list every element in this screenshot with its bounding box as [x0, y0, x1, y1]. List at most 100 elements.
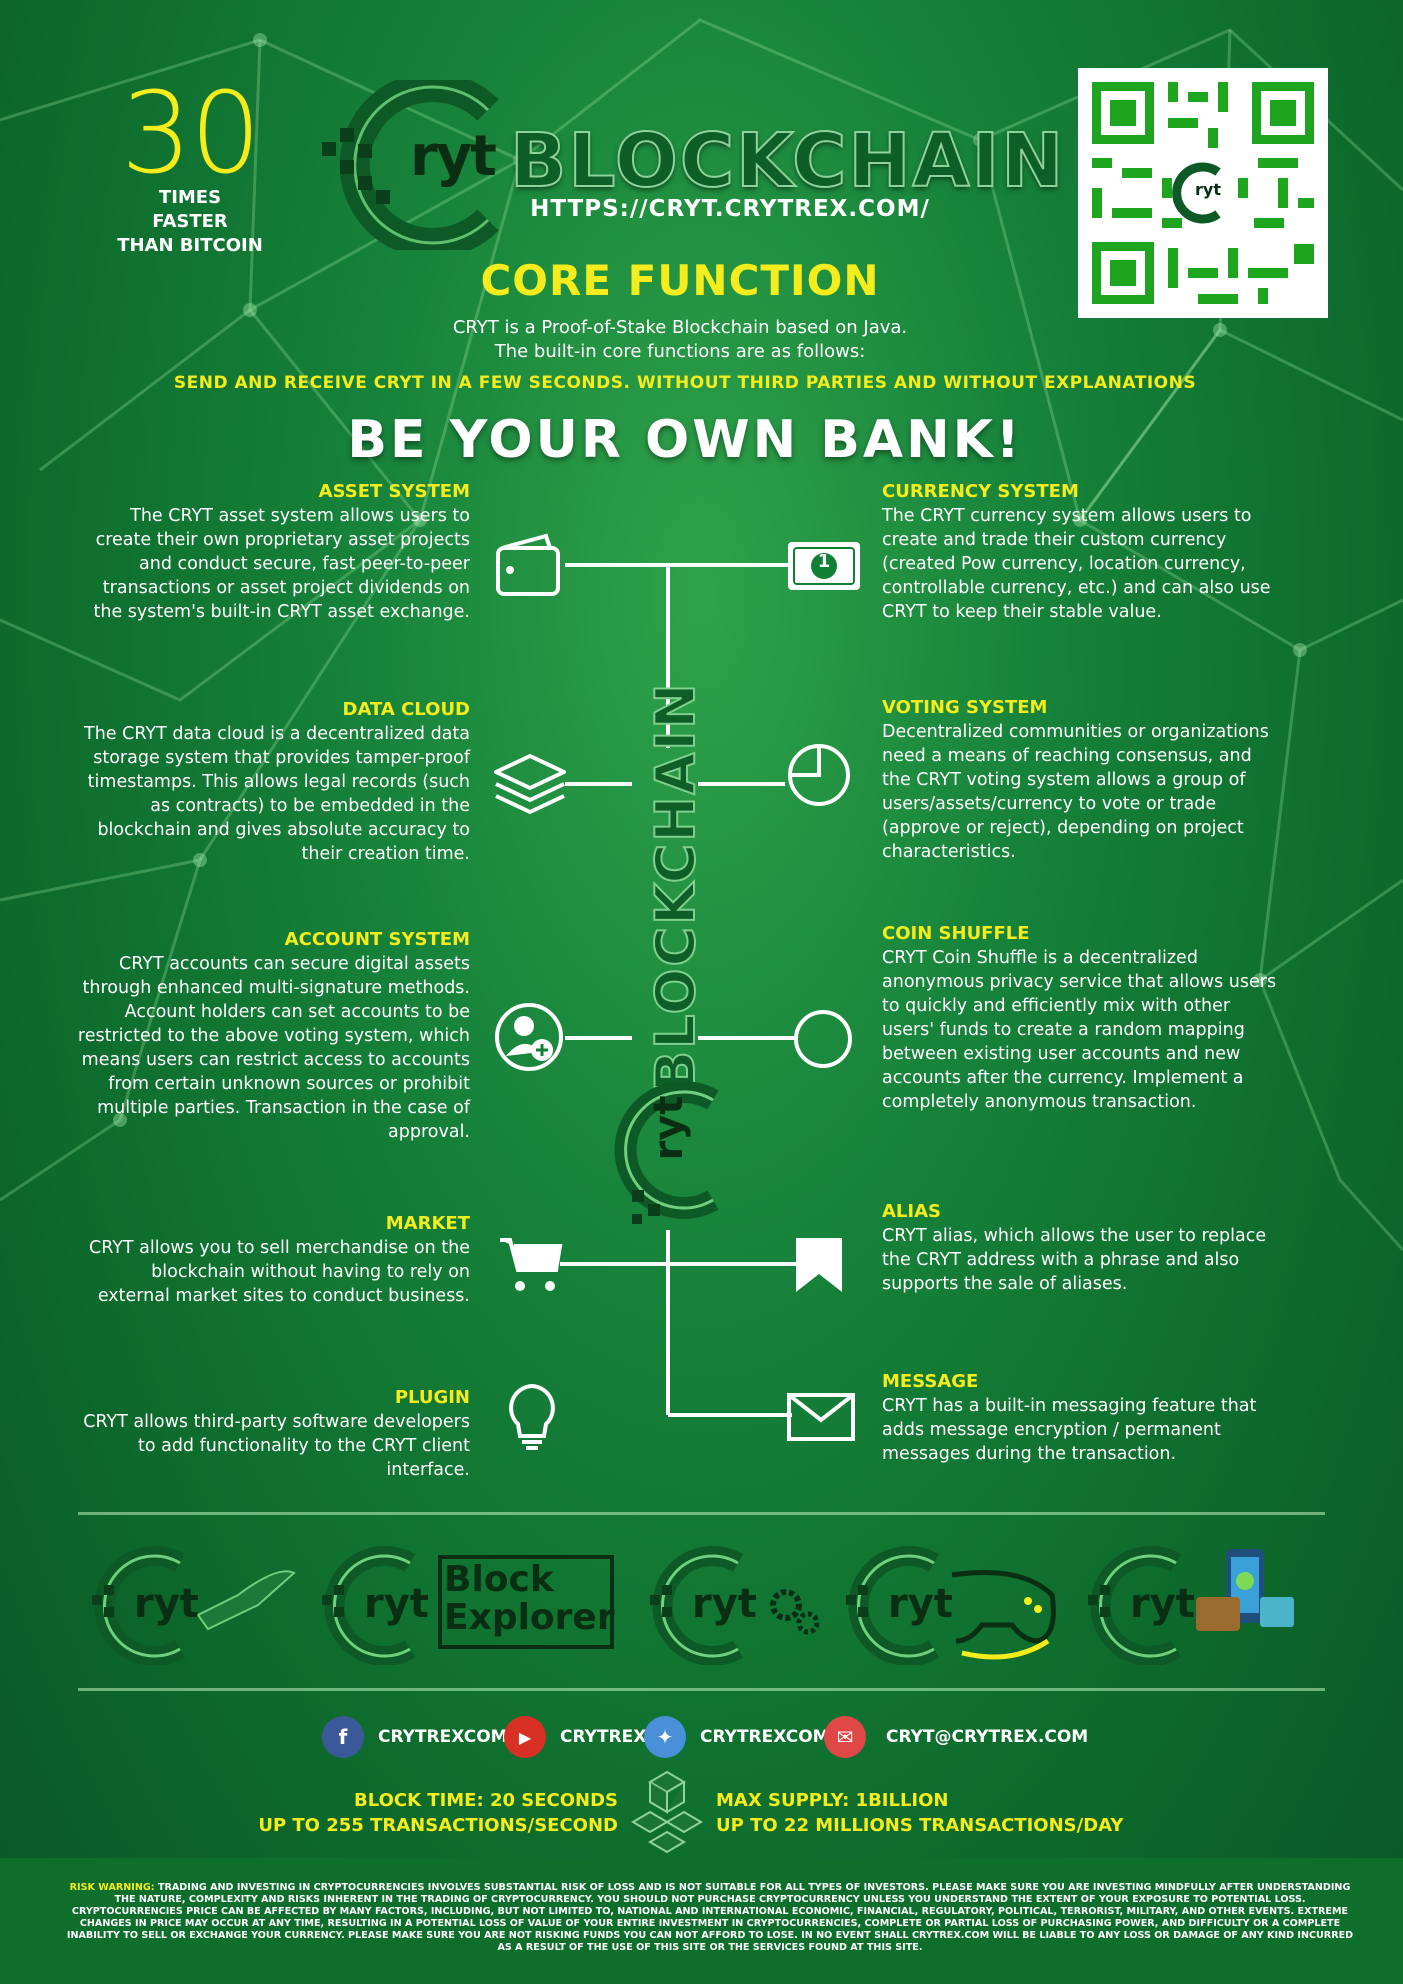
speed-caption-line-2: FASTER: [152, 211, 228, 232]
product-logo-mark: [92, 1546, 296, 1666]
feature-account-system: ACCOUNT SYSTEM CRYT accounts can secure …: [75, 928, 470, 1144]
qr-code[interactable]: ryt: [1078, 68, 1328, 318]
speed-number: 30: [120, 69, 262, 199]
youtube-icon: ▶: [504, 1716, 546, 1758]
social-label: CRYTREXCOM: [700, 1727, 830, 1747]
logo-wordmark: BLOCKCHAIN: [509, 117, 1066, 205]
feature-connector-diagram: [560, 563, 802, 1417]
transactions-per-second: UP TO 255 TRANSACTIONS/SECOND: [258, 1815, 618, 1836]
center-logo-text: ryt: [646, 1095, 692, 1161]
feature-title: COIN SHUFFLE: [882, 923, 1030, 944]
risk-warning-text: RISK WARNING: TRADING AND INVESTING IN C…: [65, 1882, 1355, 1954]
block-explorer-line-1: Block: [444, 1559, 554, 1600]
feature-text: The CRYT data cloud is a decentralized d…: [84, 724, 470, 864]
speed-caption-line-1: TIMES: [158, 187, 222, 208]
product-logo-mark: [322, 1546, 614, 1666]
product-logo-mark: [650, 1546, 820, 1666]
twitter-icon: ✦: [644, 1716, 686, 1758]
feature-text: CRYT has a built-in messaging feature th…: [882, 1396, 1257, 1464]
core-function-title: CORE FUNCTION: [480, 256, 880, 305]
social-label: CRYTREX: [560, 1727, 647, 1747]
logo-prefix: ryt: [410, 124, 497, 189]
social-twitter[interactable]: ✦ CRYTREXCOM: [644, 1714, 830, 1760]
feature-plugin: PLUGIN CRYT allows third-party software …: [75, 1386, 470, 1482]
feature-text: The CRYT asset system allows users to cr…: [93, 506, 470, 622]
block-explorer-label: Block Explorer: [444, 1561, 615, 1637]
speed-caption-line-3: THAN BITCOIN: [117, 235, 263, 256]
block-time: BLOCK TIME: 20 SECONDS: [354, 1790, 618, 1811]
product-logo-text: ryt: [364, 1581, 429, 1627]
social-youtube[interactable]: ▶ CRYTREX: [504, 1714, 646, 1760]
feature-coin-shuffle: COIN SHUFFLE CRYT Coin Shuffle is a dece…: [882, 922, 1277, 1114]
website-url[interactable]: HTTPS://CRYT.CRYTREX.COM/: [530, 196, 930, 222]
banknote-label: 1: [817, 551, 831, 572]
core-line-2: The built-in core functions are as follo…: [494, 341, 866, 362]
feature-message: MESSAGE CRYT has a built-in messaging fe…: [882, 1370, 1277, 1466]
feature-title: PLUGIN: [394, 1387, 470, 1408]
center-cryt-logo: [614, 1081, 719, 1224]
feature-title: VOTING SYSTEM: [882, 697, 1048, 718]
feature-title: MARKET: [385, 1213, 470, 1234]
circle-icon: [794, 1010, 852, 1068]
product-logo-mark: [846, 1546, 1056, 1666]
social-facebook[interactable]: f CRYTREXCOM: [322, 1714, 508, 1760]
email-icon: ✉: [824, 1716, 866, 1758]
envelope-icon: [787, 1393, 855, 1441]
block-explorer-logo[interactable]: ryt Block Explorer: [318, 1545, 618, 1666]
risk-warning-label: RISK WARNING:: [69, 1882, 155, 1893]
feature-asset-system: ASSET SYSTEM The CRYT asset system allow…: [75, 480, 470, 624]
feature-text: CRYT Coin Shuffle is a decentralized ano…: [882, 948, 1277, 1112]
qr-pattern: [1092, 82, 1314, 304]
send-receive-tagline: SEND AND RECEIVE CRYT IN A FEW SECONDS. …: [173, 373, 1197, 393]
product-logo-text: ryt: [1130, 1581, 1195, 1627]
cryt-settings-logo[interactable]: ryt: [646, 1545, 826, 1666]
lightbulb-icon: [509, 1383, 555, 1450]
cryt-mobile-wallet-logo[interactable]: ryt: [1084, 1545, 1304, 1666]
add-user-icon: [495, 1003, 563, 1071]
facebook-icon: f: [322, 1716, 364, 1758]
risk-warning-body: TRADING AND INVESTING IN CRYPTOCURRENCIE…: [66, 1882, 1354, 1953]
max-supply: MAX SUPPLY: 1BILLION: [716, 1790, 949, 1811]
blocks-cube-icon: [631, 1770, 703, 1854]
social-label: CRYTREXCOM: [378, 1727, 508, 1747]
speed-caption: TIMES FASTER THAN BITCOIN: [100, 186, 280, 258]
feature-voting-system: VOTING SYSTEM Decentralized communities …: [882, 696, 1277, 864]
section-divider-top: [78, 1512, 1325, 1515]
feature-currency-system: CURRENCY SYSTEM The CRYT currency system…: [882, 480, 1277, 624]
social-email[interactable]: ✉ CRYT@CRYTREX.COM: [824, 1714, 1088, 1760]
cryt-wallet-logo[interactable]: ryt: [88, 1545, 298, 1666]
banknote-icon: [788, 542, 860, 590]
qr-center-logo: ryt: [1195, 180, 1221, 199]
feature-title: ALIAS: [882, 1201, 941, 1222]
pie-chart-icon: [788, 744, 850, 806]
transactions-per-day: UP TO 22 MILLIONS TRANSACTIONS/DAY: [716, 1815, 1124, 1836]
cryt-games-logo[interactable]: ryt: [842, 1545, 1062, 1666]
product-logo-mark: [1088, 1546, 1294, 1666]
section-divider-bottom: [78, 1688, 1325, 1691]
feature-title: DATA CLOUD: [342, 699, 470, 720]
feature-text: CRYT allows third-party software develop…: [83, 1412, 470, 1480]
feature-title: CURRENCY SYSTEM: [882, 481, 1079, 502]
feature-text: Decentralized communities or organizatio…: [882, 722, 1269, 862]
be-your-own-bank-headline: BE YOUR OWN BANK!: [347, 410, 1023, 470]
feature-text: The CRYT currency system allows users to…: [882, 506, 1271, 622]
risk-warning-bar: [0, 1858, 1403, 1984]
cart-icon: [500, 1238, 563, 1291]
stats-left: BLOCK TIME: 20 SECONDS UP TO 255 TRANSAC…: [200, 1788, 618, 1838]
vertical-blockchain-word: BLOCKCHAIN: [643, 681, 708, 1094]
product-logo-text: ryt: [888, 1581, 953, 1627]
cryt-logo-mark: [322, 80, 499, 250]
product-logo-text: ryt: [134, 1581, 199, 1627]
feature-title: MESSAGE: [882, 1371, 979, 1392]
feature-market: MARKET CRYT allows you to sell merchandi…: [75, 1212, 470, 1308]
feature-title: ASSET SYSTEM: [318, 481, 470, 502]
layers-icon: [494, 754, 566, 814]
feature-text: CRYT allows you to sell merchandise on t…: [88, 1238, 470, 1306]
product-logo-text: ryt: [692, 1581, 757, 1627]
feature-data-cloud: DATA CLOUD The CRYT data cloud is a dece…: [75, 698, 470, 866]
feature-alias: ALIAS CRYT alias, which allows the user …: [882, 1200, 1277, 1296]
bookmark-icon: [796, 1238, 842, 1292]
block-explorer-line-2: Explorer: [444, 1597, 615, 1638]
core-function-description: CRYT is a Proof-of-Stake Blockchain base…: [0, 316, 1360, 364]
feature-text: CRYT accounts can secure digital assets …: [77, 954, 470, 1142]
